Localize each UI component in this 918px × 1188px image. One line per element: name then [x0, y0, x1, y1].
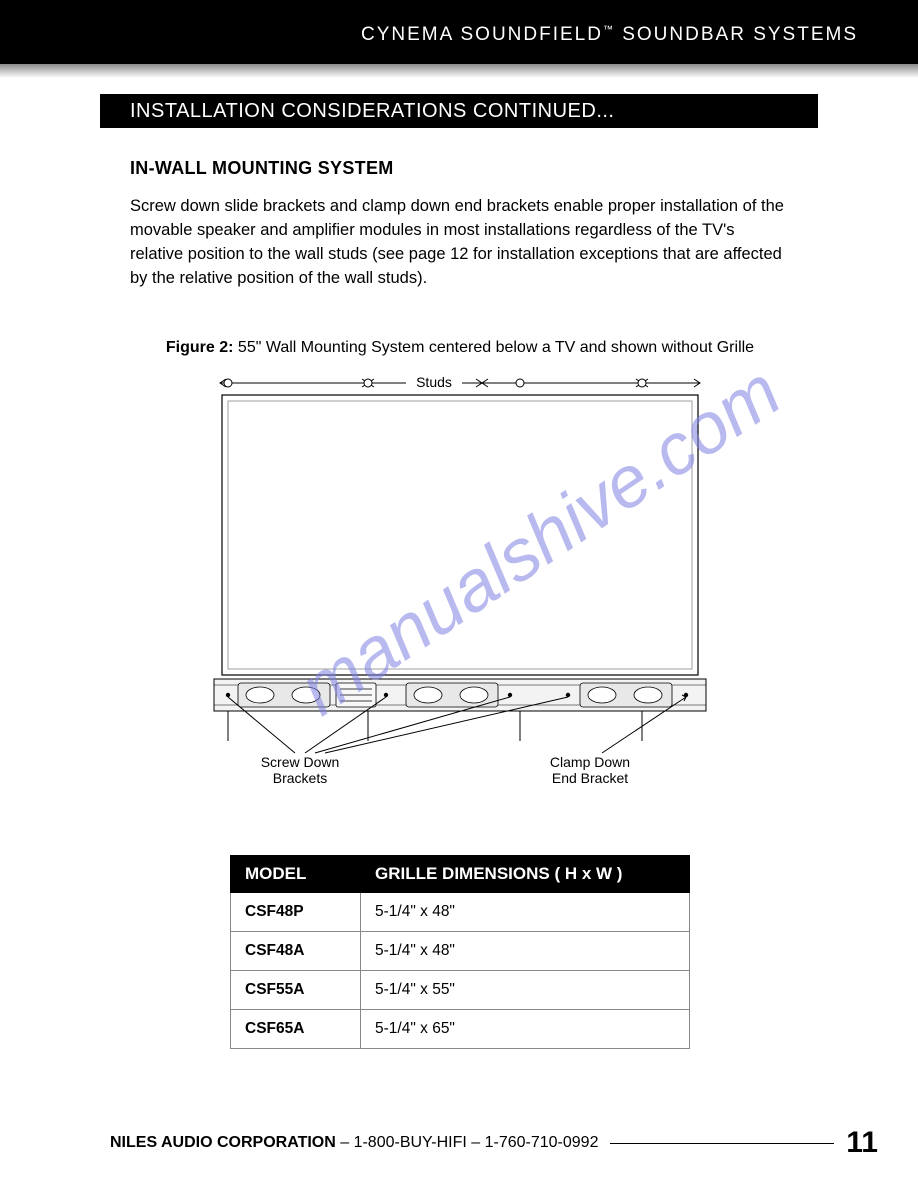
left-callout-1: Screw Down	[261, 754, 340, 770]
footer-phone2: 1-760-710-0992	[485, 1134, 599, 1151]
col-model: MODEL	[231, 855, 361, 892]
trademark: ™	[603, 25, 615, 36]
footer-sep1: –	[336, 1134, 354, 1151]
cell-model: CSF48A	[231, 931, 361, 970]
page-number: 11	[846, 1126, 878, 1160]
figure-caption-text: 55" Wall Mounting System centered below …	[233, 339, 754, 356]
footer-sep2: –	[467, 1134, 485, 1151]
body-paragraph: Screw down slide brackets and clamp down…	[130, 195, 790, 291]
figure-label: Figure 2:	[166, 339, 234, 356]
footer-company: NILES AUDIO CORPORATION	[110, 1134, 336, 1151]
cell-model: CSF55A	[231, 970, 361, 1009]
table-header-row: MODEL GRILLE DIMENSIONS ( H x W )	[231, 855, 690, 892]
dimensions-table: MODEL GRILLE DIMENSIONS ( H x W ) CSF48P…	[230, 855, 690, 1049]
table-row: CSF48P 5-1/4" x 48"	[231, 892, 690, 931]
studs-label: Studs	[416, 374, 452, 390]
footer-text: NILES AUDIO CORPORATION – 1-800-BUY-HIFI…	[110, 1134, 598, 1152]
subsection-title: IN-WALL MOUNTING SYSTEM	[130, 158, 790, 179]
banner-shadow	[0, 64, 918, 78]
cell-dim: 5-1/4" x 65"	[361, 1009, 690, 1048]
footer-rule	[610, 1143, 834, 1144]
content-area: IN-WALL MOUNTING SYSTEM Screw down slide…	[130, 158, 790, 1049]
table-row: CSF65A 5-1/4" x 65"	[231, 1009, 690, 1048]
cell-dim: 5-1/4" x 48"	[361, 931, 690, 970]
section-title-bar: INSTALLATION CONSIDERATIONS CONTINUED...	[100, 94, 818, 128]
left-callout-2: Brackets	[273, 770, 327, 786]
right-callout-1: Clamp Down	[550, 754, 630, 770]
right-callout-2: End Bracket	[552, 770, 628, 786]
cell-dim: 5-1/4" x 55"	[361, 970, 690, 1009]
table-row: CSF55A 5-1/4" x 55"	[231, 970, 690, 1009]
product-line: CYNEMA SOUNDFIELD	[361, 24, 603, 45]
mounting-diagram: Studs	[210, 365, 710, 795]
table-row: CSF48A 5-1/4" x 48"	[231, 931, 690, 970]
cell-model: CSF65A	[231, 1009, 361, 1048]
cell-dim: 5-1/4" x 48"	[361, 892, 690, 931]
section-title: INSTALLATION CONSIDERATIONS CONTINUED...	[130, 100, 615, 122]
top-banner: CYNEMA SOUNDFIELD™ SOUNDBAR SYSTEMS	[0, 0, 918, 64]
footer-phone1: 1-800-BUY-HIFI	[354, 1134, 467, 1151]
product-suffix: SOUNDBAR SYSTEMS	[615, 24, 858, 45]
figure-caption: Figure 2: 55" Wall Mounting System cente…	[130, 339, 790, 357]
col-dimensions: GRILLE DIMENSIONS ( H x W )	[361, 855, 690, 892]
cell-model: CSF48P	[231, 892, 361, 931]
page-footer: NILES AUDIO CORPORATION – 1-800-BUY-HIFI…	[110, 1126, 878, 1160]
